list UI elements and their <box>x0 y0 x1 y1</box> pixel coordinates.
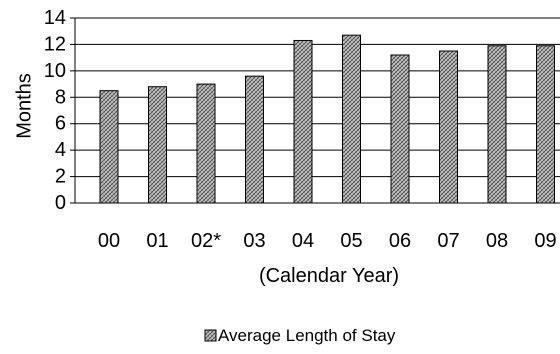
bar-08 <box>487 45 507 204</box>
y-tick-label: 4 <box>55 139 66 161</box>
legend: Average Length of Stay <box>204 326 396 345</box>
bar-07 <box>439 50 458 204</box>
bar-06 <box>390 54 410 204</box>
y-tick-labels: 0 2 4 6 8 10 12 14 <box>44 7 66 214</box>
x-tick-label: 01 <box>146 230 168 252</box>
x-tick-labels: 00 01 02* 03 04 05 06 07 08 09 <box>98 230 557 252</box>
x-axis-title: (Calendar Year) <box>259 265 399 287</box>
bar-01 <box>148 86 167 204</box>
x-tick-label: 00 <box>98 230 120 252</box>
y-tick-label: 2 <box>55 166 66 188</box>
bar-04 <box>293 39 313 204</box>
legend-swatch <box>204 329 217 342</box>
x-tick-label: 09 <box>534 230 556 252</box>
gridlines <box>75 17 560 178</box>
bars <box>99 34 555 204</box>
x-tick-label: 05 <box>340 230 362 252</box>
x-tick-label: 07 <box>437 230 459 252</box>
y-tick-label: 12 <box>44 33 66 55</box>
y-tick-label: 0 <box>55 192 66 214</box>
y-tick-label: 14 <box>44 7 66 29</box>
x-tick-label: 03 <box>243 230 265 252</box>
x-tick-label: 08 <box>486 230 508 252</box>
bar-03 <box>245 75 264 204</box>
axes <box>70 17 560 204</box>
y-tick-label: 6 <box>55 113 66 135</box>
bar-02star <box>196 83 216 204</box>
x-tick-label: 02* <box>191 230 221 252</box>
x-tick-label: 06 <box>389 230 411 252</box>
bar-09 <box>536 45 555 204</box>
bar-00 <box>99 90 119 204</box>
x-tick-label: 04 <box>292 230 314 252</box>
y-tick-label: 10 <box>44 60 66 82</box>
y-axis-title: Months <box>13 73 35 139</box>
y-tick-label: 8 <box>55 86 66 108</box>
bar-05 <box>342 34 361 204</box>
legend-label: Average Length of Stay <box>218 326 396 345</box>
